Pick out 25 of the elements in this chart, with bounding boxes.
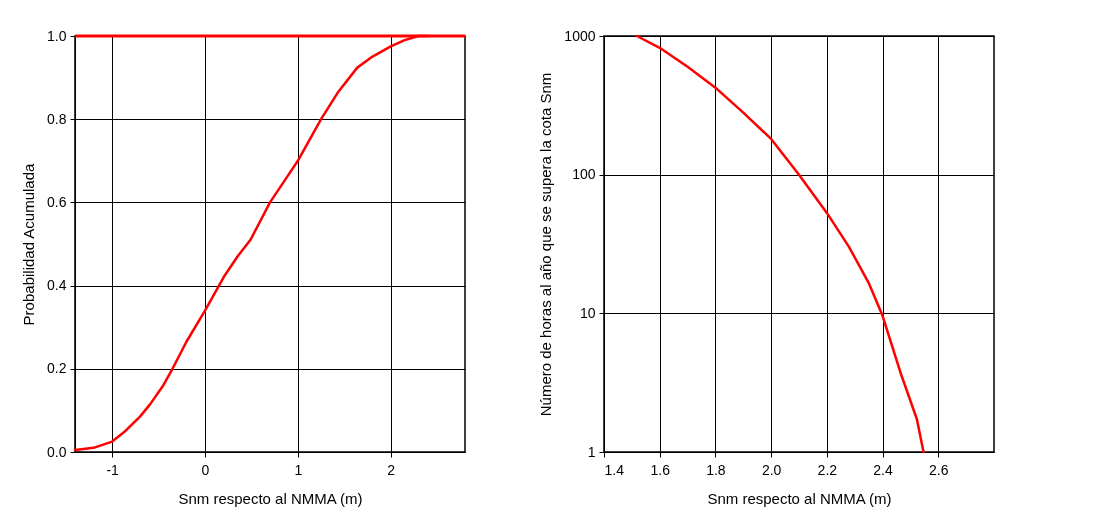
y-tick-label: 0.2	[47, 360, 67, 377]
x-tick-label: 2.0	[761, 461, 782, 478]
y-tick-label: 0.6	[47, 193, 67, 210]
x-tick-label: 1	[294, 461, 303, 478]
y-tick-label: 0.8	[47, 110, 67, 127]
x-tick-label: -1	[106, 461, 120, 478]
y-tick-label: 1.0	[47, 27, 67, 44]
x-tick-label: 2.2	[817, 461, 838, 478]
y-axis-title: Probabilidad Acumulada	[20, 162, 38, 326]
x-tick-label: 1.6	[650, 461, 671, 478]
x-tick-label: 1.8	[706, 461, 726, 478]
y-tick-label: 0.0	[47, 443, 67, 460]
x-axis-title: Snm respecto al NMMA (m)	[178, 489, 363, 507]
x-tick-label: 2.6	[929, 461, 949, 478]
x-tick-label: 2.4	[873, 461, 894, 478]
x-tick-label: 0	[201, 461, 210, 478]
y-tick-label: 100	[572, 166, 596, 183]
x-tick-label: 2	[387, 461, 396, 478]
y-tick-label: 1000	[564, 27, 596, 44]
x-tick-label: 1.4	[604, 461, 625, 478]
y-tick-label: 0.4	[47, 277, 67, 294]
x-axis-title: Snm respecto al NMMA (m)	[707, 489, 892, 507]
y-axis-title: Número de horas al año que se supera la cota Snm	[537, 72, 555, 417]
y-tick-label: 1	[587, 443, 596, 460]
y-tick-label: 10	[579, 304, 596, 321]
